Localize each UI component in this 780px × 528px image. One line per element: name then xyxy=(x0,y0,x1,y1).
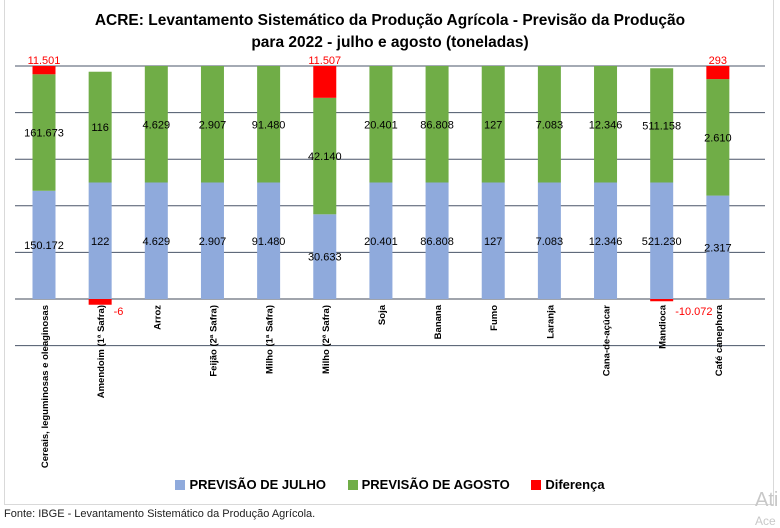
bar-segment-julho xyxy=(425,182,449,299)
data-label: 127 xyxy=(484,236,502,248)
data-label: 2.907 xyxy=(199,236,227,248)
data-label: 4.629 xyxy=(143,119,171,131)
data-label: 127 xyxy=(484,119,502,131)
bar-chart: 150.172 161.673 11.501 Cereais, leguminosas… xyxy=(15,55,765,468)
bar-segment-julho xyxy=(706,195,730,299)
category-label: Laranja xyxy=(545,304,556,339)
data-label: 161.673 xyxy=(24,128,64,140)
category-label: Banana xyxy=(433,304,444,339)
data-label: 4.629 xyxy=(143,236,171,248)
legend-swatch-agosto xyxy=(347,479,358,490)
bar-segment-diferenca xyxy=(32,66,56,75)
legend-swatch-diferenca xyxy=(531,479,542,490)
legend-label-diferenca: Diferença xyxy=(545,477,605,492)
bar-segment-diferenca xyxy=(650,299,674,302)
data-label: 91.480 xyxy=(252,236,286,248)
data-label: 521.230 xyxy=(642,236,682,248)
category-label: Soja xyxy=(377,304,388,325)
category-label: Café canephora xyxy=(714,304,725,376)
legend-label-agosto: PREVISÃO DE AGOSTO xyxy=(361,477,510,492)
data-label: 2.907 xyxy=(199,119,227,131)
bar-segment-agosto xyxy=(88,71,112,183)
watermark-line-2: Ace xyxy=(755,514,776,528)
bar-segment-julho xyxy=(257,182,281,299)
category-label: Milho (1ª Safra) xyxy=(265,305,276,374)
bar-segment-agosto xyxy=(537,66,561,183)
bar-segment-agosto xyxy=(144,66,168,183)
bar-segment-julho xyxy=(313,214,337,299)
category-label: Feijão (2ª Safra) xyxy=(208,305,219,377)
data-label-diferenca: 11.501 xyxy=(28,55,61,67)
data-label: 7.083 xyxy=(536,236,564,248)
bar-segment-julho xyxy=(369,182,393,299)
data-label: 91.480 xyxy=(252,119,286,131)
bar-segment-julho xyxy=(594,182,618,299)
bar-segment-agosto xyxy=(369,66,393,183)
watermark-line-1: Ati xyxy=(755,489,779,511)
bar-segment-julho xyxy=(88,182,112,299)
chart-title-line-2: para 2022 - julho e agosto (toneladas) xyxy=(251,34,529,51)
bar-segment-julho xyxy=(650,182,674,299)
data-label: 116 xyxy=(91,122,109,134)
category-label: Cana-de-açúcar xyxy=(602,305,613,377)
category-label: Cereais, leguminosas e oleaginosas xyxy=(40,305,51,468)
data-label: 20.401 xyxy=(364,119,398,131)
data-label-diferenca: -6 xyxy=(114,306,124,318)
data-label: 86.808 xyxy=(420,236,454,248)
data-label: 2.610 xyxy=(704,132,732,144)
bar-segment-agosto xyxy=(32,74,56,191)
data-label: 511.158 xyxy=(642,120,681,132)
bar-segment-agosto xyxy=(313,97,337,215)
legend-label-julho: PREVISÃO DE JULHO xyxy=(189,477,326,492)
data-label: 30.633 xyxy=(308,252,342,264)
legend: PREVISÃO DE JULHO PREVISÃO DE AGOSTO Dif… xyxy=(0,477,780,493)
category-label: Fumo xyxy=(489,305,500,331)
source-note: Fonte: IBGE - Levantamento Sistemático d… xyxy=(4,508,316,520)
category-label: Amendoim (1ª Safra) xyxy=(96,305,107,398)
bar-segment-diferenca xyxy=(313,66,337,98)
chart-title-line-1: ACRE: Levantamento Sistemático da Produç… xyxy=(94,12,686,29)
data-label: 86.808 xyxy=(420,119,454,131)
bar-segment-agosto xyxy=(257,66,281,183)
bar-segment-julho xyxy=(481,182,505,299)
data-label: 42.140 xyxy=(308,151,342,163)
data-label: 122 xyxy=(91,236,109,248)
legend-item-julho: PREVISÃO DE JULHO xyxy=(175,477,326,492)
bar-segment-julho xyxy=(32,190,56,299)
chart-title: ACRE: Levantamento Sistemático da Produç… xyxy=(0,10,780,54)
category-label: Arroz xyxy=(152,305,163,330)
bar-segment-agosto xyxy=(594,66,618,183)
bar-segment-julho xyxy=(537,182,561,299)
legend-item-diferenca: Diferença xyxy=(531,477,605,492)
bar-segment-diferenca xyxy=(706,66,730,80)
data-label: 7.083 xyxy=(536,119,564,131)
bar-segment-agosto xyxy=(425,66,449,183)
bar-segment-diferenca xyxy=(88,299,112,305)
bar-segment-agosto xyxy=(481,66,505,183)
data-label: 12.346 xyxy=(589,119,623,131)
category-label: Mandioca xyxy=(658,304,669,349)
bar-segment-julho xyxy=(144,182,168,299)
legend-swatch-julho xyxy=(175,479,186,490)
legend-item-agosto: PREVISÃO DE AGOSTO xyxy=(347,477,510,492)
data-label: 2.317 xyxy=(704,242,732,254)
bar-segment-julho xyxy=(200,182,224,299)
data-label-diferenca: 11.507 xyxy=(308,55,341,67)
bar-segment-agosto xyxy=(200,66,224,183)
data-label: 150.172 xyxy=(24,240,64,252)
data-label-diferenca: 293 xyxy=(709,55,727,67)
data-label: 12.346 xyxy=(589,236,623,248)
chart-frame xyxy=(4,0,774,505)
category-label: Milho (2ª Safra) xyxy=(321,305,332,374)
data-label-diferenca: -10.072 xyxy=(675,306,712,318)
bar-segment-agosto xyxy=(706,79,730,196)
bar-segment-agosto xyxy=(650,68,674,183)
data-label: 20.401 xyxy=(364,236,398,248)
